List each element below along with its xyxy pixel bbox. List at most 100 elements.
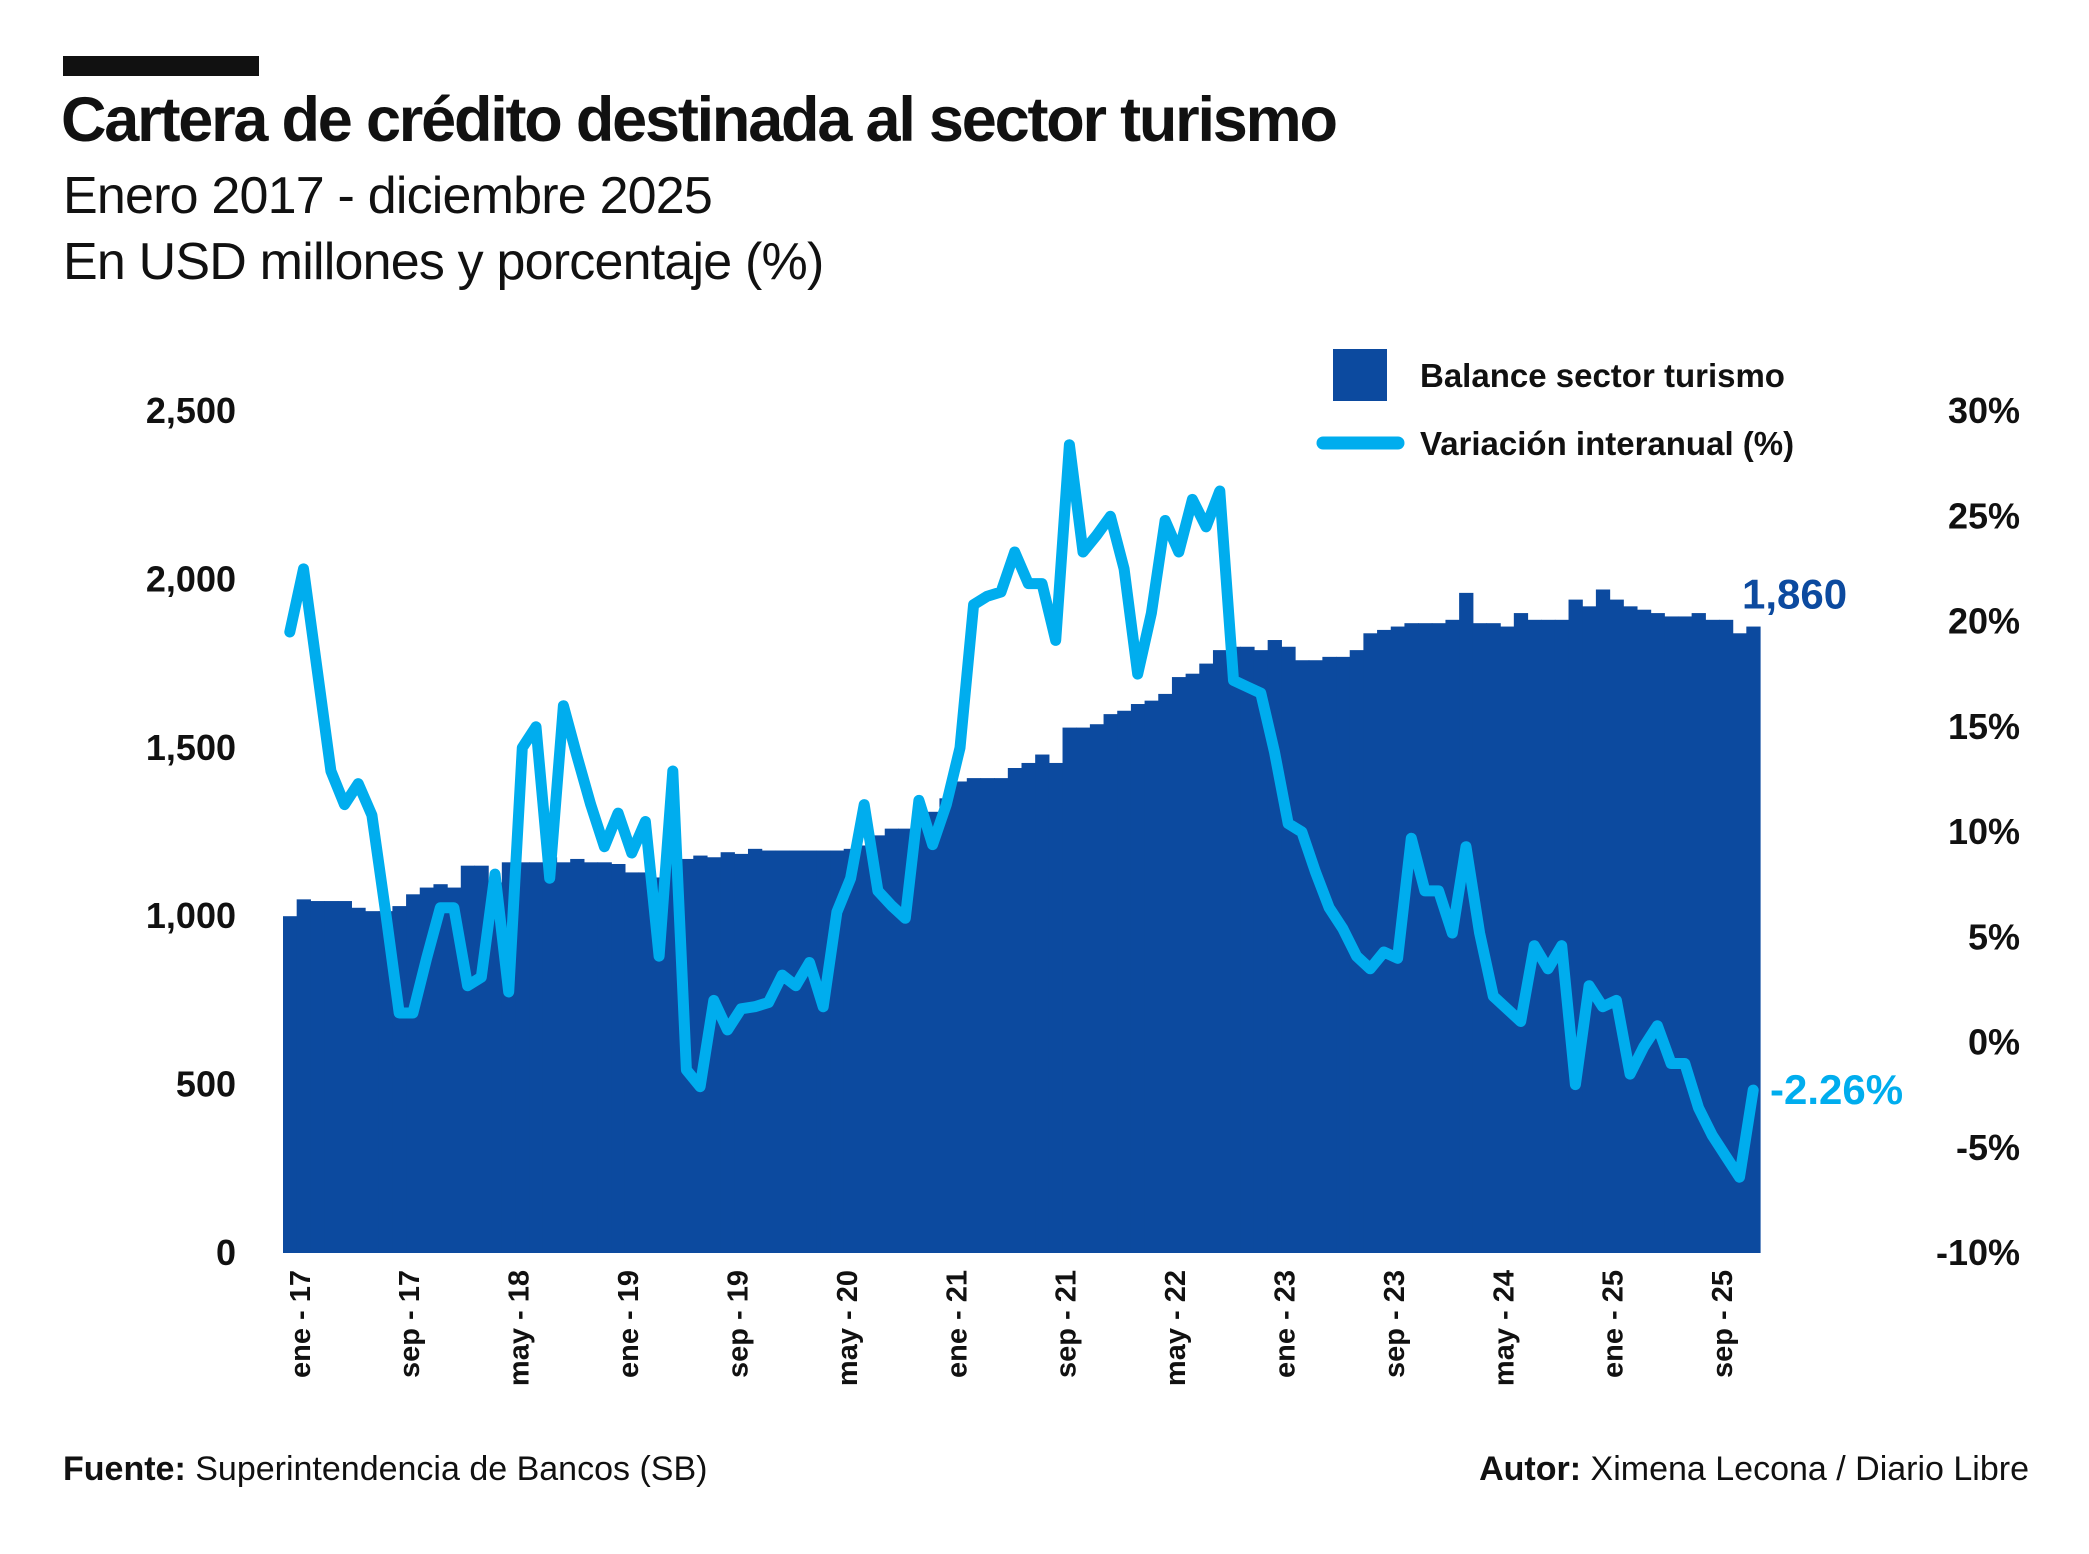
bar	[1158, 693, 1173, 1253]
title-accent-bar	[63, 56, 259, 76]
x-tick-label: ene - 25	[1598, 1270, 1630, 1378]
bar	[1199, 663, 1214, 1253]
chart-title: Cartera de crédito destinada al sector t…	[61, 85, 1338, 155]
bar	[802, 850, 817, 1253]
bar	[1500, 626, 1515, 1253]
left-tick-label: 1,500	[146, 727, 236, 768]
bar	[789, 850, 804, 1253]
legend: Balance sector turismo Variación interan…	[1316, 349, 1794, 462]
bar	[816, 850, 831, 1253]
bar	[1486, 623, 1501, 1253]
bar	[939, 798, 954, 1253]
x-tick-label: may - 18	[504, 1270, 536, 1386]
bar	[1144, 700, 1159, 1253]
right-tick-label: 25%	[1948, 495, 2020, 536]
right-tick-label: 5%	[1968, 916, 2020, 957]
bar	[1007, 768, 1023, 1253]
bar	[884, 828, 900, 1253]
bar	[1582, 606, 1597, 1253]
bar	[1527, 619, 1542, 1253]
bar	[652, 877, 667, 1253]
bar	[378, 911, 394, 1253]
last-line-value-label: -2.26%	[1770, 1066, 1903, 1113]
left-tick-label: 500	[176, 1064, 236, 1105]
legend-swatch-bar	[1333, 349, 1387, 401]
bar	[1253, 650, 1269, 1253]
right-axis: -10% -5% 0% 5% 10% 15% 20% 25% 30%	[1936, 390, 2020, 1273]
x-tick-label: ene - 17	[285, 1270, 317, 1378]
bar	[337, 901, 352, 1253]
bar	[1021, 762, 1036, 1253]
bar	[624, 872, 640, 1253]
variation-line	[284, 439, 1759, 1183]
bar	[1705, 619, 1720, 1253]
bar	[1377, 629, 1392, 1253]
bar	[583, 862, 599, 1253]
bar	[871, 835, 886, 1253]
bar	[406, 894, 421, 1253]
x-tick-label: sep - 21	[1051, 1270, 1083, 1378]
author-note: Autor: Ximena Lecona / Diario Libre	[1479, 1450, 2029, 1489]
right-tick-label: -10%	[1936, 1232, 2020, 1273]
bar	[515, 862, 530, 1253]
right-tick-label: 0%	[1968, 1022, 2020, 1063]
bar	[1212, 650, 1228, 1253]
author-label: Autor:	[1479, 1450, 1582, 1488]
bar	[980, 778, 995, 1253]
x-tick-label: ene - 21	[941, 1270, 973, 1378]
bar	[1677, 616, 1693, 1253]
bar	[556, 862, 571, 1253]
bar	[488, 882, 503, 1253]
bar	[1240, 646, 1255, 1253]
bar	[529, 862, 544, 1253]
bar	[1418, 623, 1433, 1253]
bar	[1609, 599, 1624, 1253]
bar	[638, 872, 653, 1253]
x-tick-label: sep - 25	[1707, 1270, 1739, 1378]
bar	[843, 848, 858, 1253]
bar	[720, 852, 735, 1253]
right-tick-label: -5%	[1956, 1127, 2020, 1168]
x-tick-label: may - 20	[832, 1270, 864, 1386]
bar	[1404, 623, 1419, 1253]
x-tick-label: ene - 23	[1270, 1270, 1302, 1378]
bar	[953, 781, 968, 1253]
x-tick-label: ene - 19	[613, 1270, 645, 1378]
bar	[1308, 660, 1323, 1253]
right-tick-label: 30%	[1948, 390, 2020, 431]
x-tick-label: may - 24	[1488, 1270, 1520, 1386]
bar	[1664, 616, 1679, 1253]
bar	[597, 862, 612, 1253]
bar	[310, 901, 325, 1253]
bar	[1595, 589, 1611, 1253]
bar	[542, 857, 558, 1253]
source-note: Fuente: Superintendencia de Bancos (SB)	[63, 1450, 707, 1489]
source-value: Superintendencia de Bancos (SB)	[195, 1450, 708, 1488]
x-axis: ene - 17 sep - 17 may - 18 ene - 19 sep - 19…	[285, 1270, 1739, 1386]
bar-series	[283, 589, 1761, 1253]
bar	[1431, 623, 1447, 1253]
bar	[1103, 714, 1118, 1253]
x-tick-label: sep - 19	[722, 1270, 754, 1378]
bar	[1554, 619, 1570, 1253]
bar	[1035, 754, 1050, 1253]
left-tick-label: 0	[216, 1232, 236, 1273]
bar	[570, 858, 585, 1253]
chart-subtitle-units: En USD millones y porcentaje (%)	[63, 233, 824, 291]
bar	[775, 850, 790, 1253]
bar	[747, 848, 763, 1253]
bar	[324, 901, 339, 1253]
right-tick-label: 10%	[1948, 811, 2020, 852]
x-tick-label: sep - 23	[1379, 1270, 1411, 1378]
source-label: Fuente:	[63, 1450, 186, 1488]
bar	[1541, 619, 1556, 1253]
left-axis: 0 500 1,000 1,500 2,000 2,500	[146, 390, 236, 1273]
right-tick-label: 15%	[1948, 706, 2020, 747]
bar	[1363, 633, 1378, 1253]
bar	[1513, 613, 1529, 1253]
bar	[966, 778, 982, 1253]
bar	[1718, 619, 1734, 1253]
bar	[283, 916, 298, 1253]
bar	[761, 850, 776, 1253]
left-tick-label: 2,000	[146, 558, 236, 599]
